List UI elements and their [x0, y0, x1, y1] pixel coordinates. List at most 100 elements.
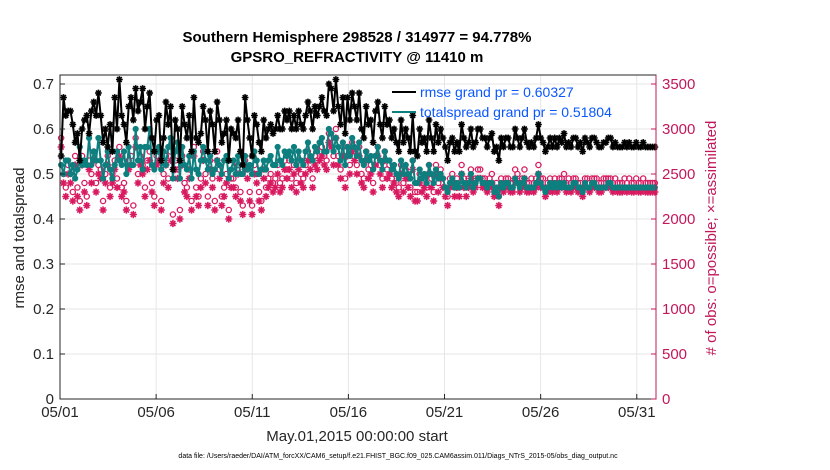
rmse-marker	[76, 157, 84, 164]
rmse-marker	[299, 125, 307, 133]
totalspread-marker	[493, 184, 500, 191]
obs-assimilated-marker	[357, 179, 366, 187]
obs-assimilated-marker	[530, 188, 538, 196]
rmse-marker	[281, 107, 289, 115]
obs-possible-marker	[158, 197, 165, 205]
obs-assimilated-marker	[143, 165, 151, 174]
obs-assimilated-marker	[113, 183, 121, 192]
totalspread-marker	[239, 170, 246, 178]
rmse-marker	[146, 89, 154, 97]
rmse-marker	[295, 107, 303, 115]
rmse-marker	[334, 103, 342, 110]
rmse-marker	[234, 116, 242, 124]
rmse-marker	[199, 103, 207, 110]
rmse-marker	[497, 134, 505, 142]
grid-lines	[59, 75, 656, 400]
totalspread-marker	[423, 179, 430, 187]
rmse-marker	[327, 85, 335, 92]
obs-assimilated-marker	[553, 188, 561, 196]
rmse-marker	[458, 121, 466, 128]
obs-assimilated-marker	[136, 161, 144, 169]
y2-tick-label: 1500	[662, 256, 695, 273]
obs-possible-marker	[488, 170, 496, 178]
obs-possible-marker	[204, 193, 212, 200]
obs-assimilated-marker	[336, 174, 345, 183]
obs-assimilated-marker	[208, 183, 217, 192]
totalspread-marker	[195, 170, 202, 178]
totalspread-marker	[72, 175, 79, 182]
rmse-marker	[590, 134, 598, 142]
obs-possible-marker	[267, 170, 274, 178]
obs-assimilated-marker	[302, 170, 310, 178]
totalspread-marker	[344, 143, 351, 151]
rmse-marker	[230, 130, 237, 137]
obs-assimilated-marker	[541, 192, 550, 201]
legend-totalspread-label: totalspread grand pr = 0.51804	[420, 104, 612, 120]
rmse-marker	[518, 134, 526, 142]
obs-assimilated-marker	[297, 179, 305, 187]
rmse-marker	[204, 148, 212, 155]
rmse-marker	[490, 148, 498, 155]
obs-assimilated-marker	[462, 192, 470, 201]
rmse-marker	[85, 130, 93, 137]
rmse-marker	[404, 134, 412, 142]
x-tick-label: 05/01	[41, 404, 79, 421]
rmse-marker	[316, 103, 323, 110]
rmse-marker	[241, 94, 249, 101]
obs-assimilated-marker	[315, 156, 324, 165]
rmse-marker	[253, 121, 261, 128]
rmse-marker	[365, 121, 372, 128]
obs-assimilated-marker	[197, 183, 205, 192]
rmse-marker	[486, 134, 493, 142]
obs-assimilated-marker	[262, 192, 270, 201]
rmse-marker	[602, 139, 610, 146]
totalspread-marker	[202, 157, 209, 164]
rmse-marker	[469, 143, 477, 151]
obs-assimilated-marker	[204, 201, 212, 210]
obs-possible-marker	[521, 166, 528, 173]
obs-possible-marker	[255, 188, 263, 196]
rmse-marker	[537, 134, 545, 142]
obs-assimilated-marker	[376, 170, 384, 178]
rmse-marker	[81, 116, 88, 124]
obs-assimilated-marker	[418, 188, 426, 196]
y2-axis-label: # of obs: o=possible; ×=assimilated	[703, 121, 720, 356]
obs-assimilated-marker	[187, 206, 196, 214]
rmse-marker	[637, 143, 645, 151]
rmse-marker	[285, 107, 293, 115]
obs-assimilated-marker	[318, 152, 326, 160]
obs-assimilated-marker	[257, 206, 265, 214]
obs-assimilated-marker	[129, 210, 137, 219]
rmse-marker	[69, 121, 77, 128]
rmse-marker	[167, 103, 174, 110]
rmse-marker	[95, 89, 102, 97]
y-tick-label: 0.3	[33, 256, 54, 273]
totalspread-marker	[109, 175, 116, 182]
rmse-marker	[176, 157, 184, 164]
obs-assimilated-marker	[260, 174, 268, 183]
totalspread-marker	[262, 166, 270, 173]
totalspread-marker	[88, 161, 95, 169]
totalspread-marker	[356, 139, 363, 146]
obs-assimilated-marker	[150, 201, 158, 210]
rmse-marker	[413, 152, 421, 160]
rmse-marker	[115, 76, 123, 83]
rmse-marker	[174, 125, 181, 133]
rmse-marker	[418, 139, 426, 146]
obs-assimilated-marker	[341, 183, 349, 192]
rmse-marker	[271, 125, 279, 133]
obs-assimilated-marker	[73, 192, 82, 201]
obs-assimilated-marker	[562, 188, 570, 196]
totalspread-marker	[397, 157, 405, 164]
rmse-marker	[416, 125, 424, 133]
obs-assimilated-marker	[283, 174, 291, 183]
obs-assimilated-marker	[83, 201, 91, 210]
obs-assimilated-marker	[348, 147, 356, 156]
obs-assimilated-marker	[304, 156, 312, 165]
obs-assimilated-marker	[499, 188, 508, 196]
rmse-marker	[390, 125, 398, 133]
legend: rmse grand pr = 0.60327 totalspread gran…	[392, 84, 612, 120]
rmse-marker	[611, 139, 619, 146]
totalspread-marker	[183, 166, 190, 173]
